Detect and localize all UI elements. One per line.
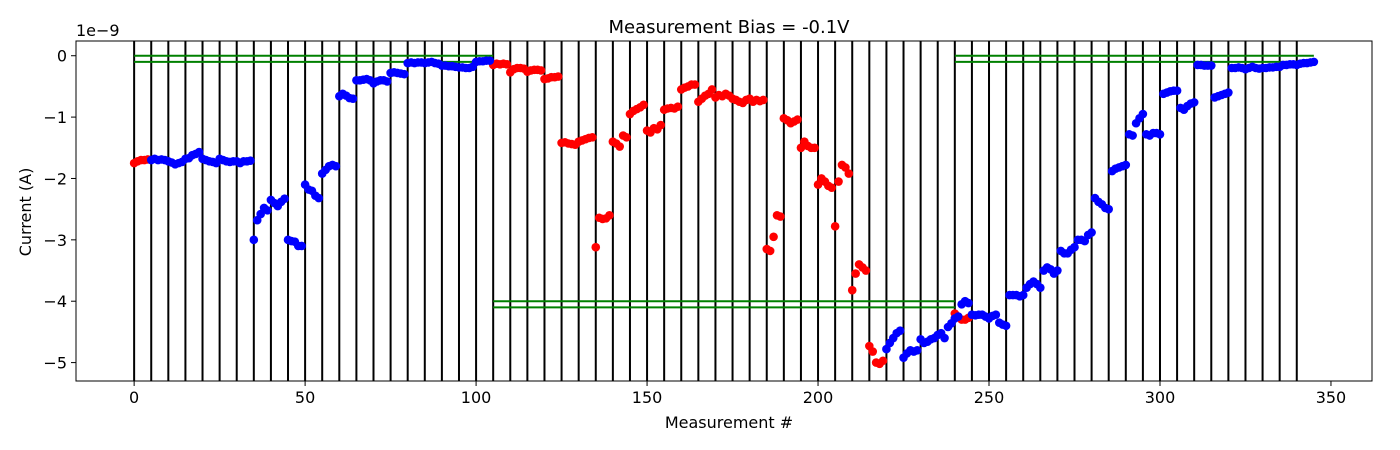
data-point — [1121, 160, 1131, 170]
data-point — [314, 193, 324, 203]
data-point — [1309, 57, 1319, 67]
y-axis: 0 −1 −2 −3 −4 −5 — [43, 47, 76, 373]
data-point — [912, 346, 922, 355]
data-point — [851, 269, 860, 278]
data-point — [1189, 98, 1199, 107]
x-tick-label: 150 — [632, 388, 663, 407]
data-point — [861, 266, 871, 275]
data-point — [588, 133, 597, 142]
data-point — [776, 212, 785, 221]
data-point — [673, 102, 683, 111]
data-point — [1036, 283, 1045, 293]
data-point — [834, 177, 843, 186]
data-point — [793, 115, 802, 124]
data-point — [591, 242, 601, 252]
data-point — [759, 95, 768, 105]
data-point — [399, 69, 409, 79]
x-axis-label: Measurement # — [665, 413, 793, 432]
axes-frame — [75, 40, 1373, 382]
data-point — [536, 66, 546, 75]
data-point — [382, 77, 392, 86]
data-point — [964, 298, 973, 308]
data-point — [331, 161, 341, 171]
y-tick-label: −2 — [43, 169, 67, 188]
data-point — [1224, 88, 1233, 97]
y-axis-label: Current (A) — [16, 168, 35, 257]
data-point — [622, 133, 631, 142]
y-tick-label: −4 — [43, 292, 67, 311]
data-point — [953, 312, 963, 321]
data-point — [605, 210, 614, 220]
data-point — [348, 94, 358, 103]
x-tick-label: 200 — [803, 388, 834, 407]
x-tick-label: 350 — [1316, 388, 1347, 407]
y-tick-label: −3 — [43, 231, 67, 250]
data-point — [810, 143, 819, 153]
data-point — [707, 85, 717, 94]
x-tick-label: 100 — [461, 388, 492, 407]
y-tick-label: 0 — [57, 47, 67, 66]
data-point — [690, 80, 700, 89]
x-tick-label: 50 — [295, 388, 315, 407]
data-point — [765, 246, 775, 256]
x-tick-label: 0 — [129, 388, 139, 407]
data-point — [1206, 61, 1216, 70]
data-point — [844, 169, 854, 178]
data-point — [553, 72, 563, 81]
data-point — [246, 156, 255, 165]
data-point — [868, 347, 878, 356]
data-point — [1104, 204, 1113, 214]
data-point — [940, 333, 949, 343]
data-point — [991, 310, 1001, 320]
x-axis: 0 50 100 150 200 250 300 350 — [129, 381, 1346, 407]
data-point — [1001, 321, 1011, 331]
data-point — [249, 235, 259, 245]
data-point — [639, 100, 648, 110]
data-point — [1053, 266, 1062, 275]
data-point — [1018, 290, 1028, 300]
y-axis-scale-factor: 1e−9 — [76, 21, 120, 40]
data-point — [1128, 131, 1137, 140]
data-point — [1155, 129, 1165, 139]
data-point — [830, 222, 840, 231]
data-point — [485, 56, 495, 65]
data-point — [194, 147, 204, 157]
data-point — [1087, 228, 1096, 237]
data-point — [847, 285, 857, 295]
chart-title: Measurement Bias = -0.1V — [608, 17, 850, 38]
data-point — [263, 206, 272, 215]
plot-area — [129, 41, 1319, 381]
data-point — [280, 194, 289, 204]
data-point — [895, 326, 905, 335]
data-point — [502, 60, 512, 69]
data-point — [827, 183, 837, 192]
data-point — [297, 241, 306, 251]
data-point — [615, 142, 625, 151]
y-tick-label: −1 — [43, 108, 67, 127]
data-point — [1070, 242, 1079, 252]
data-point — [656, 120, 666, 130]
data-point — [1172, 86, 1182, 96]
data-point — [769, 232, 778, 242]
data-point — [1138, 109, 1148, 119]
data-point — [878, 356, 888, 366]
x-tick-label: 300 — [1145, 388, 1176, 407]
y-tick-label: −5 — [43, 354, 67, 373]
x-tick-label: 250 — [974, 388, 1005, 407]
